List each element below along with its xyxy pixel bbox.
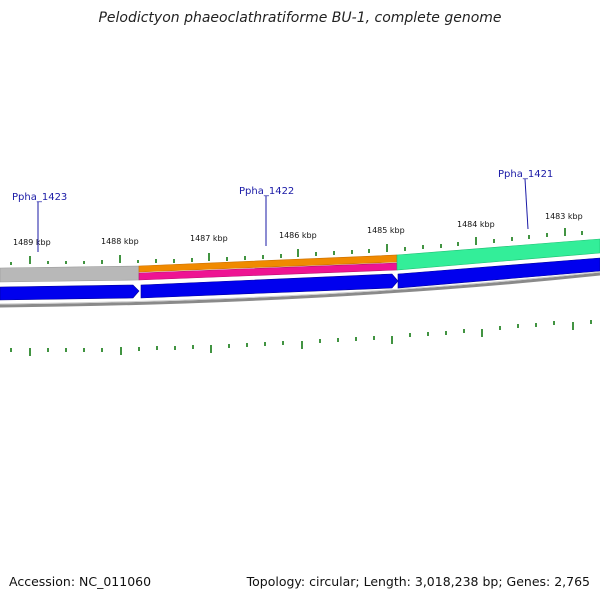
tick-label-1485: 1485 kbp	[367, 226, 405, 235]
tick-label-1487: 1487 kbp	[190, 234, 228, 243]
tick-label-1486: 1486 kbp	[279, 231, 317, 240]
kbp-labels: 1489 kbp 1488 kbp 1487 kbp 1486 kbp 1485…	[13, 212, 583, 247]
tick-label-1488: 1488 kbp	[101, 237, 139, 246]
gene-label-ppha-1421[interactable]: Ppha_1421	[498, 169, 553, 180]
gc-ticks-bottom	[10, 320, 592, 356]
backbone	[0, 272, 600, 308]
gene-ppha-1423-block[interactable]	[0, 265, 140, 283]
tick-label-1489: 1489 kbp	[13, 238, 51, 247]
tick-label-1483: 1483 kbp	[545, 212, 583, 221]
gene-label-ppha-1423[interactable]: Ppha_1423	[12, 192, 67, 203]
accession-text: Accession: NC_011060	[9, 574, 152, 589]
cds-segment-1[interactable]	[0, 284, 140, 301]
genome-info-text: Topology: circular; Length: 3,018,238 bp…	[246, 574, 590, 589]
gene-ppha-1421-block[interactable]	[396, 238, 600, 271]
cds-track	[0, 257, 600, 301]
tick-label-1484: 1484 kbp	[457, 220, 495, 229]
gene-labels: Ppha_1423 Ppha_1422 Ppha_1421	[12, 169, 553, 252]
cds-segment-3[interactable]	[397, 257, 600, 289]
gene-label-ppha-1422[interactable]: Ppha_1422	[239, 186, 294, 197]
cds-segment-2[interactable]	[140, 273, 399, 299]
genome-title: Pelodictyon phaeoclathratiforme BU-1, co…	[98, 10, 502, 26]
forward-genes	[0, 238, 600, 283]
gc-ticks-top	[10, 228, 583, 265]
